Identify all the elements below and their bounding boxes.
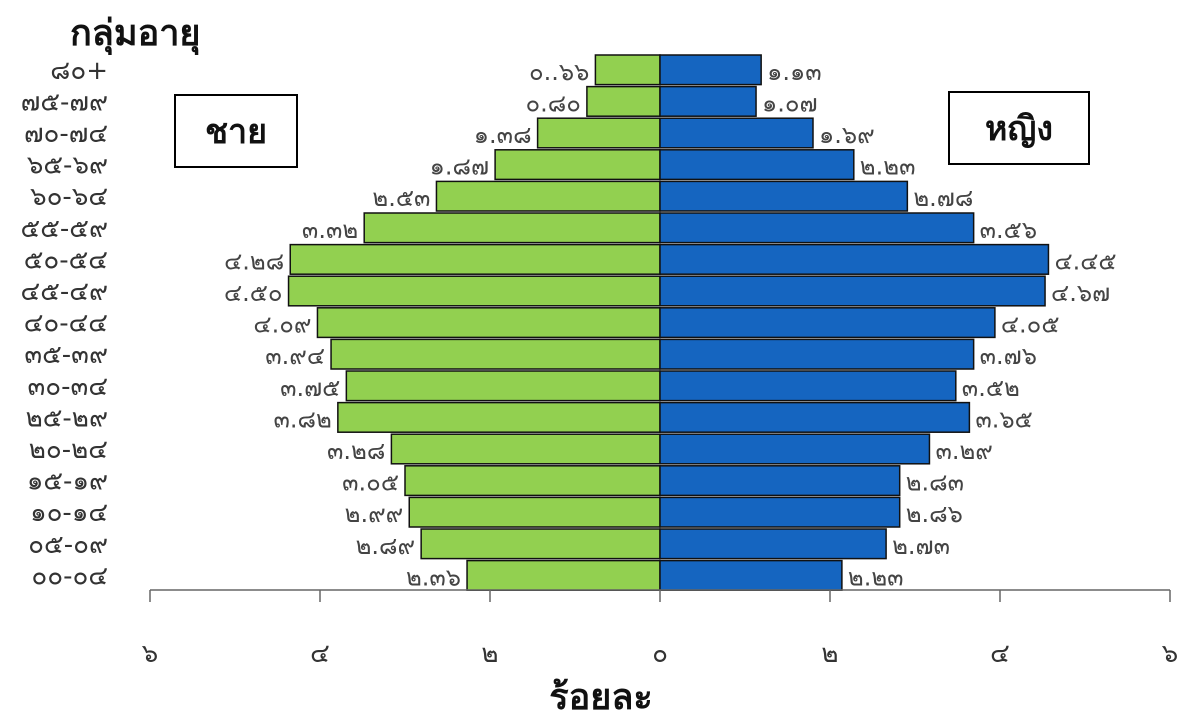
bar-female-15: [659, 528, 887, 560]
bar-male-8: [316, 307, 661, 339]
data-label-male-10: ๓.๗๕: [280, 374, 340, 402]
age-group-label-11: ๒๕-๒๙: [26, 403, 108, 433]
data-label-female-2: ๑.๖๙: [819, 121, 875, 149]
bar-female-3: [659, 149, 855, 181]
bar-female-12: [659, 433, 931, 465]
x-tick-label-4: ๒: [821, 639, 838, 669]
data-label-male-1: ๐.๘๐: [525, 89, 580, 117]
data-label-male-4: ๒.๕๓: [372, 184, 430, 212]
data-label-female-3: ๒.๒๓: [860, 153, 916, 181]
age-group-label-7: ๔๕-๔๙: [21, 277, 108, 307]
bar-male-3: [494, 149, 661, 181]
data-label-female-0: ๑.๑๓: [767, 58, 822, 86]
x-tick-label-2: ๒: [481, 639, 498, 669]
y-axis-title: กลุ่มอายุ: [70, 13, 201, 54]
data-label-female-4: ๒.๗๘: [913, 184, 973, 212]
age-group-label-9: ๓๕-๓๙: [24, 340, 108, 370]
bar-male-10: [345, 370, 661, 402]
legend-female: หญิง: [948, 91, 1090, 165]
data-label-male-8: ๔.๐๙: [253, 311, 311, 339]
x-tick-label-1: ๔: [310, 639, 330, 669]
data-label-female-7: ๔.๖๗: [1051, 279, 1110, 307]
x-tick-label-6: ๖: [1162, 639, 1179, 669]
data-label-female-9: ๓.๗๖: [980, 342, 1037, 370]
data-label-male-16: ๒.๓๖: [406, 563, 461, 591]
bar-female-5: [659, 212, 975, 244]
age-group-label-5: ๕๕-๕๙: [21, 214, 108, 244]
data-label-male-6: ๔.๒๘: [224, 247, 284, 275]
bar-female-0: [659, 54, 762, 86]
age-group-label-16: ๐๐-๐๔: [31, 561, 108, 591]
x-tick-label-3: ๐: [652, 639, 668, 669]
bar-female-16: [659, 559, 843, 591]
bar-female-11: [659, 401, 971, 433]
data-label-female-15: ๒.๗๓: [892, 532, 950, 560]
legend-male-label: ชาย: [204, 112, 268, 152]
age-group-label-4: ๖๐-๖๔: [30, 182, 108, 212]
bar-female-2: [659, 117, 814, 149]
bar-female-13: [659, 465, 901, 497]
legend-female-label: หญิง: [985, 109, 1053, 149]
age-group-label-13: ๑๕-๑๙: [27, 467, 108, 497]
age-group-label-15: ๐๕-๐๙: [28, 530, 108, 560]
bar-female-4: [659, 180, 909, 212]
data-label-male-15: ๒.๘๙: [356, 532, 416, 560]
bar-female-6: [659, 243, 1050, 275]
bar-female-9: [659, 338, 975, 370]
x-tick-label-0: ๖: [142, 639, 159, 669]
bar-female-10: [659, 370, 957, 402]
x-axis-title: ร้อยละ: [549, 677, 653, 718]
bar-male-14: [408, 496, 661, 528]
data-label-female-12: ๓.๒๙: [935, 437, 992, 465]
data-label-female-1: ๑.๐๗: [762, 89, 818, 117]
bar-male-5: [363, 212, 661, 244]
age-group-label-2: ๗๐-๗๔: [24, 119, 108, 149]
data-label-male-7: ๔.๕๐: [224, 279, 283, 307]
data-label-male-0: ๐..๖๖: [529, 58, 589, 86]
data-label-male-11: ๓.๘๒: [273, 405, 331, 433]
bar-male-9: [330, 338, 661, 370]
bar-female-7: [659, 275, 1046, 307]
age-group-label-14: ๑๐-๑๔: [30, 498, 108, 528]
bar-female-14: [659, 496, 901, 528]
data-label-female-6: ๔.๔๕: [1054, 247, 1116, 275]
data-label-male-3: ๑.๘๗: [430, 153, 489, 181]
bar-male-1: [586, 85, 661, 117]
data-label-male-14: ๒.๙๙: [345, 500, 404, 528]
data-label-male-5: ๓.๓๒: [302, 216, 358, 244]
age-group-label-0: ๘๐+: [50, 56, 108, 86]
legend-male: ชาย: [174, 94, 298, 168]
age-group-label-6: ๕๐-๕๔: [24, 245, 108, 275]
age-group-label-12: ๒๐-๒๔: [29, 435, 108, 465]
bar-male-6: [289, 243, 661, 275]
bar-male-2: [536, 117, 661, 149]
data-label-female-11: ๓.๖๕: [975, 405, 1032, 433]
data-label-female-8: ๔.๐๕: [1001, 311, 1060, 339]
age-group-label-3: ๖๕-๖๙: [27, 151, 108, 181]
data-label-female-10: ๓.๕๒: [962, 374, 1020, 402]
data-label-female-14: ๒.๘๖: [906, 500, 963, 528]
bar-male-7: [287, 275, 661, 307]
bar-male-4: [435, 180, 661, 212]
age-group-label-1: ๗๕-๗๙: [21, 87, 108, 117]
age-group-label-8: ๔๐-๔๔: [24, 309, 108, 339]
data-label-male-12: ๓.๒๘: [327, 437, 385, 465]
data-label-male-9: ๓.๙๔: [265, 342, 325, 370]
bar-male-0: [594, 54, 661, 86]
data-label-male-13: ๓.๐๕: [342, 469, 399, 497]
data-label-male-2: ๑.๓๘: [474, 121, 532, 149]
bar-female-8: [659, 307, 996, 339]
data-label-female-16: ๒.๒๓: [848, 563, 904, 591]
age-group-label-10: ๓๐-๓๔: [28, 372, 108, 402]
x-tick-label-5: ๔: [990, 639, 1010, 669]
data-label-female-5: ๓.๕๖: [980, 216, 1037, 244]
bar-female-1: [659, 85, 757, 117]
bar-male-12: [390, 433, 661, 465]
bar-male-13: [404, 465, 661, 497]
bar-male-16: [466, 559, 661, 591]
data-label-female-13: ๒.๘๓: [906, 469, 964, 497]
bar-male-15: [420, 528, 661, 560]
bar-male-11: [337, 401, 661, 433]
